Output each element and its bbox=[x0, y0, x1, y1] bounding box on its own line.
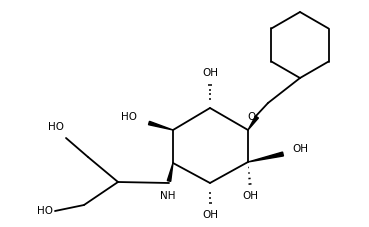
Text: OH: OH bbox=[292, 144, 308, 154]
Polygon shape bbox=[167, 163, 173, 181]
Text: OH: OH bbox=[202, 68, 218, 78]
Polygon shape bbox=[248, 116, 258, 130]
Text: HO: HO bbox=[121, 112, 137, 122]
Polygon shape bbox=[148, 121, 173, 130]
Polygon shape bbox=[248, 152, 283, 162]
Text: HO: HO bbox=[48, 122, 64, 132]
Text: HO: HO bbox=[37, 206, 53, 216]
Text: OH: OH bbox=[202, 210, 218, 220]
Text: O: O bbox=[247, 112, 255, 122]
Text: NH: NH bbox=[160, 191, 176, 201]
Text: OH: OH bbox=[242, 191, 258, 201]
